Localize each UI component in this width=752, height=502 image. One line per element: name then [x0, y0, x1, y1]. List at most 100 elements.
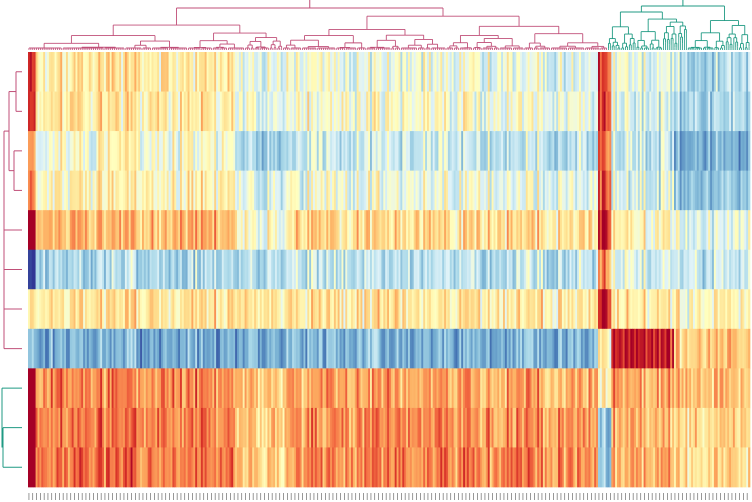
heatmap-cell	[219, 91, 223, 132]
heatmap-cell	[691, 131, 694, 171]
heatmap-cell	[637, 407, 641, 448]
heatmap-cell	[261, 249, 264, 290]
heatmap-cell	[172, 447, 175, 488]
heatmap-cell	[235, 447, 238, 488]
heatmap-cell	[309, 447, 312, 488]
heatmap-cell	[161, 91, 164, 132]
heatmap-cell	[352, 210, 356, 251]
heatmap-cell	[67, 447, 71, 488]
heatmap-cell	[415, 249, 418, 290]
heatmap-cell	[689, 249, 692, 290]
heatmap-cell	[307, 289, 310, 330]
heatmap-cell	[518, 52, 521, 92]
heatmap-cell	[717, 52, 720, 92]
heatmap-cell	[265, 289, 268, 330]
heatmap-cell	[343, 368, 346, 409]
heatmap-cell	[345, 131, 348, 171]
heatmap-cell	[155, 91, 158, 132]
heatmap-cell	[634, 91, 637, 132]
heatmap-cell	[432, 289, 435, 330]
heatmap-cell	[280, 368, 283, 409]
heatmap-cell	[664, 328, 667, 369]
heatmap-cell	[269, 210, 272, 251]
heatmap-cell	[347, 328, 350, 369]
heatmap-cell	[370, 131, 373, 171]
heatmap-cell	[598, 368, 601, 409]
heatmap-cell	[242, 368, 245, 409]
heatmap-cell	[427, 210, 430, 251]
heatmap-cell	[79, 210, 82, 251]
heatmap-cell	[423, 328, 426, 369]
heatmap-cell	[478, 131, 481, 171]
heatmap-cell	[579, 249, 582, 290]
heatmap-cell	[259, 91, 263, 132]
heatmap-cell	[468, 328, 472, 369]
heatmap-cell	[542, 249, 546, 290]
heatmap-cell	[294, 328, 297, 369]
heatmap-cell	[73, 368, 76, 409]
heatmap-cell	[309, 131, 312, 171]
heatmap-cell	[704, 447, 707, 488]
heatmap-cell	[149, 368, 152, 409]
heatmap-cell	[586, 91, 589, 132]
heatmap-cell	[185, 131, 188, 171]
heatmap-cell	[284, 249, 287, 290]
heatmap-cell	[599, 52, 603, 92]
heatmap-cell	[569, 170, 572, 211]
heatmap-cell	[577, 289, 580, 330]
heatmap-cell	[231, 447, 234, 488]
heatmap-cell	[694, 91, 698, 132]
heatmap-cell	[510, 249, 513, 290]
heatmap-cell	[252, 249, 255, 290]
heatmap-cell	[613, 447, 616, 488]
heatmap-cell	[104, 447, 107, 488]
heatmap-cell	[322, 289, 325, 330]
heatmap-cell	[584, 368, 587, 409]
heatmap-cell	[637, 447, 641, 488]
heatmap-cell	[411, 407, 415, 448]
heatmap-cell	[354, 447, 358, 488]
heatmap-cell	[584, 131, 587, 171]
heatmap-cell	[275, 328, 278, 369]
heatmap-cell	[345, 368, 348, 409]
heatmap-cell	[143, 91, 147, 132]
heatmap-cell	[256, 249, 259, 290]
heatmap-cell	[550, 210, 553, 251]
heatmap-cell	[161, 328, 164, 369]
heatmap-cell	[575, 328, 578, 369]
heatmap-cell	[161, 131, 164, 171]
heatmap-cell	[314, 289, 318, 330]
heatmap-cell	[501, 131, 504, 171]
heatmap-cell	[489, 170, 492, 211]
heatmap-cell	[257, 210, 261, 251]
heatmap-cell	[548, 328, 551, 369]
heatmap-cell	[35, 91, 38, 132]
heatmap-cell	[43, 91, 46, 132]
heatmap-cell	[75, 249, 78, 290]
heatmap-cell	[282, 170, 285, 211]
heatmap-cell	[29, 289, 33, 330]
heatmap-cell	[225, 328, 228, 369]
heatmap-cell	[227, 289, 230, 330]
heatmap-cell	[166, 249, 169, 290]
heatmap-cell	[35, 407, 38, 448]
heatmap-cell	[653, 131, 656, 171]
heatmap-cell	[77, 210, 80, 251]
heatmap-cell	[351, 170, 354, 211]
heatmap-cell	[309, 210, 312, 251]
heatmap-cell	[738, 407, 741, 448]
heatmap-cell	[440, 328, 443, 369]
heatmap-cell	[199, 407, 202, 448]
heatmap-cell	[560, 447, 563, 488]
heatmap-cell	[632, 170, 635, 211]
heatmap-cell	[64, 210, 67, 251]
heatmap-cell	[113, 447, 116, 488]
heatmap-cell	[62, 91, 65, 132]
heatmap-cell	[641, 131, 644, 171]
heatmap-cell	[358, 91, 361, 132]
heatmap-cell	[542, 91, 546, 132]
heatmap-cell	[696, 368, 700, 409]
heatmap-cell	[636, 131, 639, 171]
heatmap-cell	[617, 249, 620, 290]
heatmap-cell	[611, 289, 614, 330]
